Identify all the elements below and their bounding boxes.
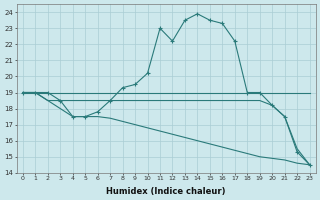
X-axis label: Humidex (Indice chaleur): Humidex (Indice chaleur) xyxy=(107,187,226,196)
